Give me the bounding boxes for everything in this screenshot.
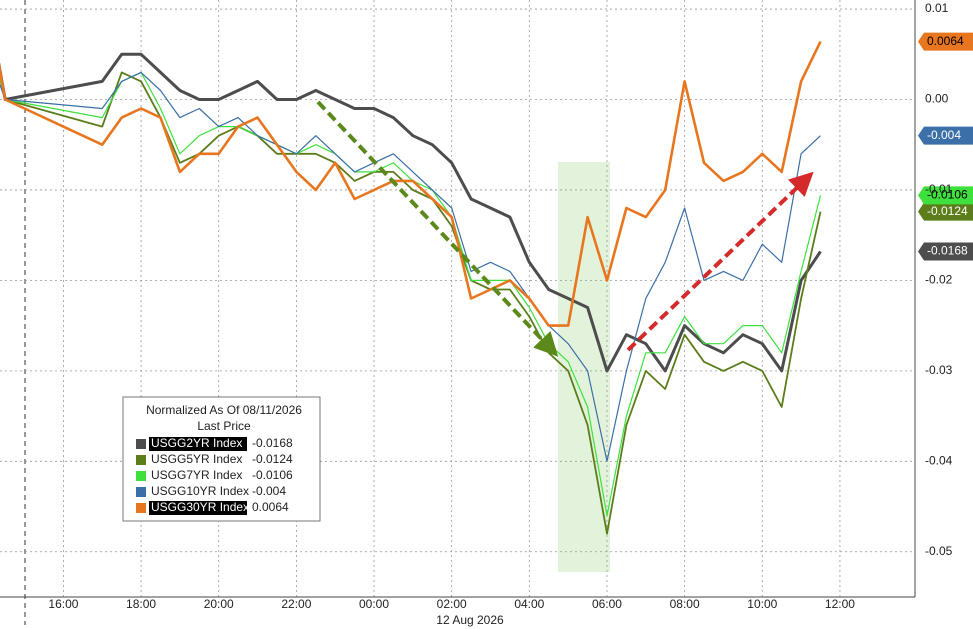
series-line xyxy=(0,71,821,462)
x-tick-label: 12:00 xyxy=(825,597,855,611)
x-tick-label: 20:00 xyxy=(204,597,234,611)
legend-swatch xyxy=(136,471,146,481)
legend-title: Normalized As Of 08/11/2026 xyxy=(146,403,302,417)
x-tick-label: 16:00 xyxy=(48,597,78,611)
arrow xyxy=(316,100,559,357)
y-tick-label: -0.03 xyxy=(925,363,953,377)
series-line xyxy=(0,71,822,535)
series-line xyxy=(0,41,822,327)
x-tick-label: 06:00 xyxy=(592,597,622,611)
legend-swatch xyxy=(136,487,146,497)
last-value-badges: -0.0168 -0.0124 -0.0106 -0.004 0.0064 xyxy=(918,32,973,261)
legend-value: -0.0106 xyxy=(252,468,293,482)
legend-value: -0.0168 xyxy=(252,436,293,450)
x-tick-label: 18:00 xyxy=(126,597,156,611)
arrow xyxy=(626,171,814,352)
badge-label: -0.004 xyxy=(927,128,961,142)
legend-swatch xyxy=(136,455,146,465)
badge xyxy=(918,126,973,145)
x-tick-label: 08:00 xyxy=(670,597,700,611)
legend-swatch xyxy=(136,503,146,513)
legend: Normalized As Of 08/11/2026 Last Price xyxy=(122,396,321,522)
x-date-label: 12 Aug 2026 xyxy=(436,613,504,627)
badge xyxy=(918,32,973,51)
legend-label: USGG7YR Index xyxy=(151,468,242,482)
y-tick-label: -0.02 xyxy=(925,273,953,287)
x-tick-label: 04:00 xyxy=(514,597,544,611)
legend-swatch xyxy=(136,439,146,449)
badge xyxy=(918,186,973,205)
badge-label: -0.0124 xyxy=(927,204,968,218)
legend-label: USGG5YR Index xyxy=(151,452,242,466)
legend-value: 0.0064 xyxy=(252,500,289,514)
x-tick-label: 00:00 xyxy=(359,597,389,611)
y-tick-label: -0.05 xyxy=(925,544,953,558)
x-tick-label: 22:00 xyxy=(281,597,311,611)
legend-highlight xyxy=(149,501,247,515)
lines xyxy=(0,41,822,535)
legend-value: -0.0124 xyxy=(252,452,293,466)
badge xyxy=(918,242,973,261)
legend-box xyxy=(122,396,321,522)
y-tick-label: -0.01 xyxy=(925,182,953,196)
y-tick-label: 0.01 xyxy=(925,1,949,15)
legend-highlight xyxy=(149,437,247,451)
badge-label: 0.0064 xyxy=(927,34,964,48)
badge-label: -0.0168 xyxy=(927,244,968,258)
legend-subtitle: Last Price xyxy=(197,419,251,433)
legend-entries: USGG2YR Index -0.0168 USGG5YR Index -0.0124… xyxy=(136,436,293,515)
y-tick-label: 0.00 xyxy=(925,92,949,106)
legend-value: -0.004 xyxy=(252,484,286,498)
badge xyxy=(918,202,973,221)
legend-label: USGG10YR Index xyxy=(151,484,249,498)
legend-label: USGG30YR Index xyxy=(151,500,249,514)
x-tick-label: 10:00 xyxy=(747,597,777,611)
series-line xyxy=(0,71,822,517)
badge-label: -0.0106 xyxy=(927,188,968,202)
x-tick-label: 02:00 xyxy=(437,597,467,611)
y-tick-label: -0.04 xyxy=(925,453,953,467)
series-line xyxy=(0,52,822,373)
legend-label: USGG2YR Index xyxy=(151,436,242,450)
